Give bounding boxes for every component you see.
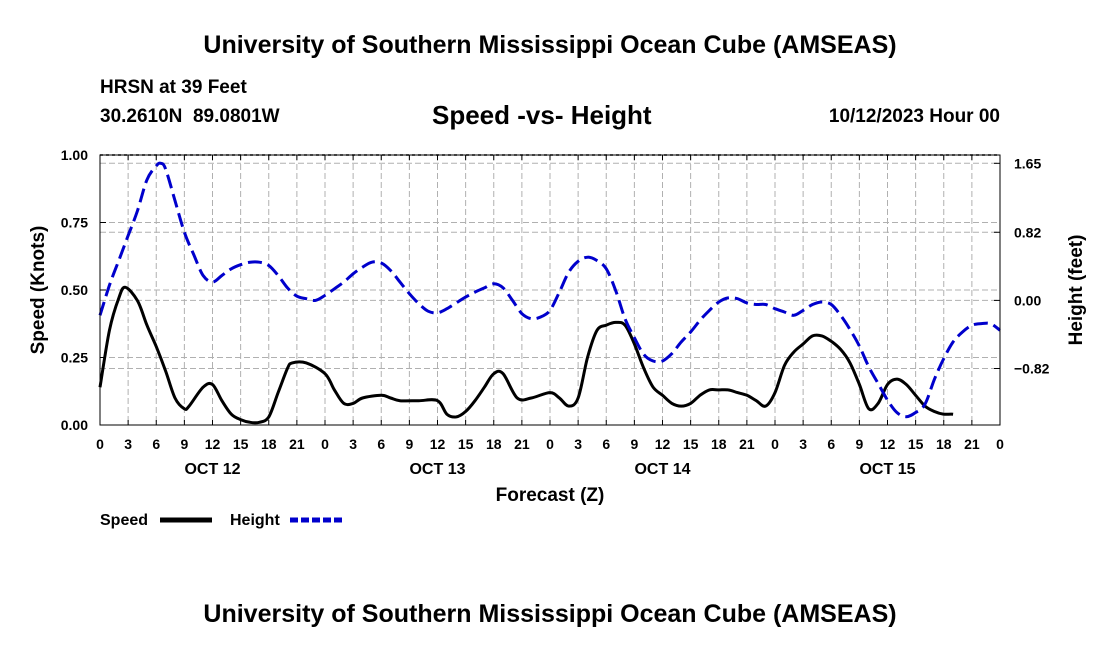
x-tick-label: 9 — [405, 436, 413, 452]
x-tick-label: 15 — [233, 436, 249, 452]
series-group — [98, 161, 1001, 425]
y-axis-label-right: Height (feet) — [1066, 235, 1087, 346]
x-tick-label: 0 — [996, 436, 1004, 452]
y2-tick-label: 0.82 — [1014, 224, 1041, 240]
x-tick-label: 6 — [152, 436, 160, 452]
page-title-bottom: University of Southern Mississippi Ocean… — [203, 600, 897, 628]
y-tick-label: 1.00 — [61, 147, 88, 163]
x-tick-label: 3 — [349, 436, 357, 452]
x-tick-label: 18 — [711, 436, 727, 452]
x-tick-label: 18 — [936, 436, 952, 452]
y-tick-label: 0.50 — [61, 282, 88, 298]
x-tick-label: 3 — [574, 436, 582, 452]
x-tick-label: 6 — [377, 436, 385, 452]
x-tick-label: 9 — [630, 436, 638, 452]
x-tick-label: 0 — [96, 436, 104, 452]
y2-tick-label: −0.82 — [1014, 361, 1050, 377]
x-day-label: OCT 15 — [859, 461, 915, 478]
y2-tick-label: 0.00 — [1014, 292, 1041, 308]
x-tick-label: 15 — [908, 436, 924, 452]
plot-title: Speed -vs- Height — [432, 100, 652, 130]
x-day-label: OCT 13 — [409, 461, 465, 478]
x-tick-label: 21 — [514, 436, 530, 452]
x-tick-label: 12 — [430, 436, 446, 452]
x-tick-label: 3 — [799, 436, 807, 452]
speed-series-line — [98, 285, 954, 425]
y-axis-label-left: Speed (Knots) — [28, 226, 49, 355]
legend-height-label: Height — [230, 512, 280, 529]
x-tick-label: 0 — [321, 436, 329, 452]
x-tick-label: 12 — [880, 436, 896, 452]
x-day-label: OCT 14 — [634, 461, 690, 478]
station-label: HRSN at 39 Feet — [100, 77, 247, 98]
coordinates-label: 30.2610N 89.0801W — [100, 106, 280, 127]
y-tick-label: 0.75 — [61, 215, 88, 231]
x-tick-label: 21 — [289, 436, 305, 452]
y-tick-label: 0.25 — [61, 350, 88, 366]
y2-tick-label: 1.65 — [1014, 155, 1041, 171]
x-tick-label: 0 — [546, 436, 554, 452]
x-tick-label: 3 — [124, 436, 132, 452]
x-tick-label: 0 — [771, 436, 779, 452]
height-series-line — [98, 161, 1001, 419]
grid — [100, 155, 1000, 425]
x-tick-label: 6 — [827, 436, 835, 452]
x-axis-label: Forecast (Z) — [496, 485, 605, 506]
legend-speed-label: Speed — [100, 512, 148, 529]
x-tick-label: 21 — [739, 436, 755, 452]
x-tick-label: 21 — [964, 436, 980, 452]
x-day-label: OCT 12 — [184, 461, 240, 478]
x-tick-label: 15 — [458, 436, 474, 452]
x-tick-label: 12 — [205, 436, 221, 452]
forecast-datetime: 10/12/2023 Hour 00 — [828, 106, 1000, 127]
x-tick-label: 12 — [655, 436, 671, 452]
x-tick-label: 15 — [683, 436, 699, 452]
page-title-top: University of Southern Mississippi Ocean… — [203, 31, 897, 59]
x-tick-label: 9 — [180, 436, 188, 452]
x-tick-label: 18 — [261, 436, 277, 452]
x-tick-label: 6 — [602, 436, 610, 452]
axes: 0 3 6 9 12 15 18 21 0 3 6 9 12 15 18 21 0 3 6 9 12 15 18 21 0 3 6 9… — [61, 147, 1050, 478]
x-tick-label: 18 — [486, 436, 502, 452]
x-tick-label: 9 — [855, 436, 863, 452]
y-tick-label: 0.00 — [61, 417, 88, 433]
